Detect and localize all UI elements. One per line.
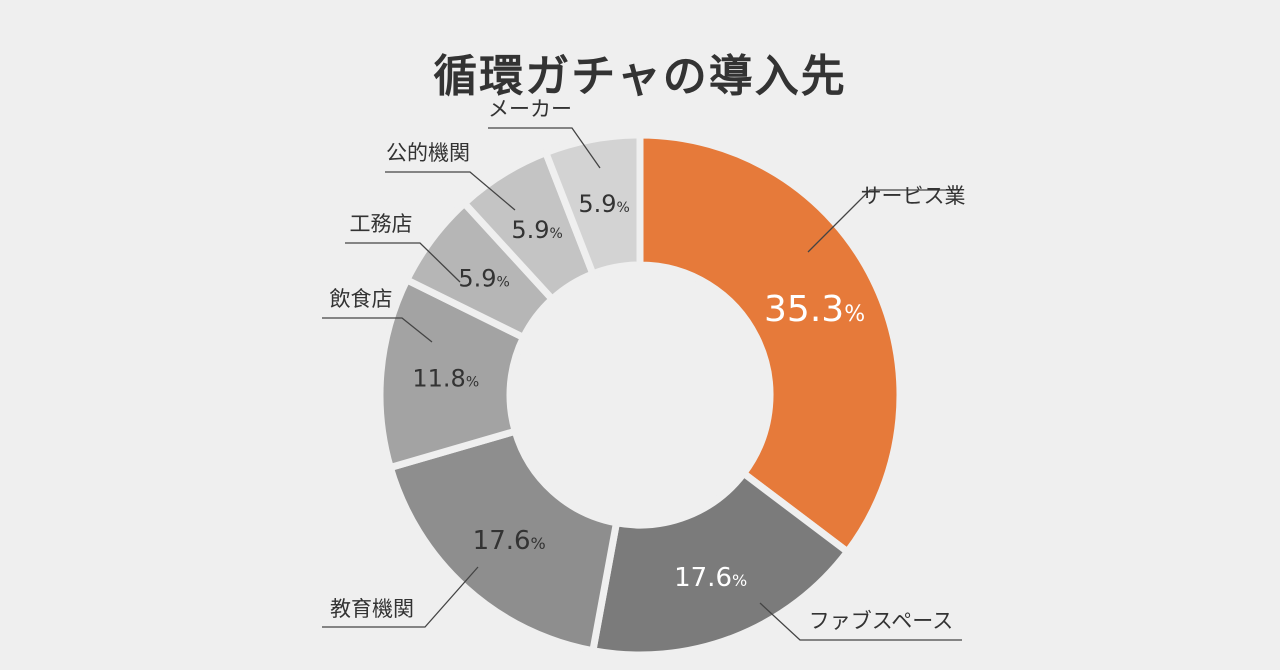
category-label-1: ファブスペース [809, 609, 953, 633]
chart-title: 循環ガチャの導入先 [433, 51, 847, 102]
value-label-6: 5.9% [578, 190, 629, 218]
leader-line-2 [322, 566, 479, 628]
leader-line-1 [759, 602, 962, 641]
leader-line-5 [385, 171, 516, 211]
leader-line-6 [488, 127, 601, 169]
category-label-0: サービス業 [861, 184, 966, 208]
category-label-5: 公的機関 [386, 141, 470, 165]
category-label-4: 工務店 [350, 212, 413, 236]
leader-line-3 [322, 317, 433, 343]
category-label-3: 飲食店 [330, 287, 393, 311]
leader-line-0 [807, 189, 958, 253]
value-label-0: 35.3% [764, 289, 865, 330]
leader-line-4 [345, 242, 461, 283]
category-label-2: 教育機関 [330, 597, 414, 621]
slice-6 [541, 131, 644, 279]
slice-2 [385, 426, 621, 655]
slice-1 [588, 468, 853, 659]
value-label-3: 11.8% [412, 365, 479, 393]
value-label-4: 5.9% [458, 265, 509, 293]
value-label-5: 5.9% [511, 216, 562, 244]
slice-0 [636, 131, 904, 557]
value-label-2: 17.6% [473, 526, 546, 556]
category-label-6: メーカー [488, 97, 572, 121]
value-label-1: 17.6% [674, 563, 747, 593]
